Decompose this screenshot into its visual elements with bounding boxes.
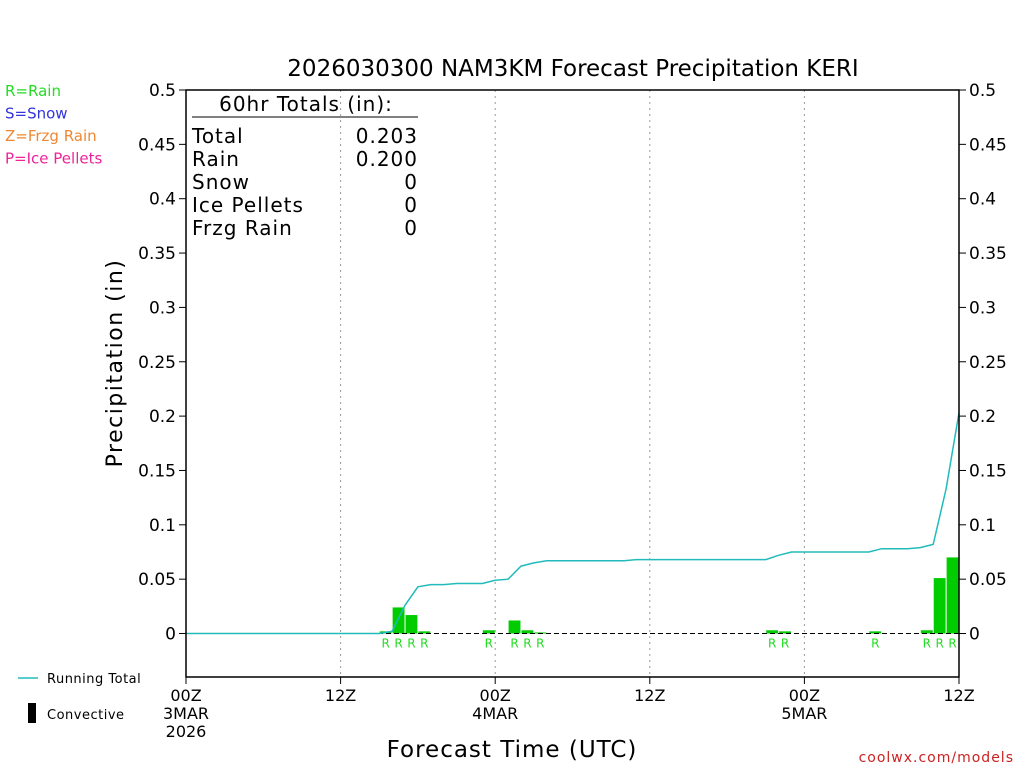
plot-frame bbox=[185, 89, 960, 678]
x-tick-label: 00Z bbox=[789, 686, 820, 705]
precip-bar bbox=[766, 630, 779, 634]
precip-type-letter: R bbox=[420, 637, 428, 651]
y-tick-label: 0.5 bbox=[149, 81, 176, 101]
precip-bar bbox=[869, 631, 882, 634]
precip-type-letter: R bbox=[407, 637, 415, 651]
totals-row-label: Snow bbox=[192, 170, 250, 194]
precip-bar bbox=[418, 631, 431, 634]
y-tick-label: 0.25 bbox=[138, 353, 176, 373]
y-tick-label: 0.05 bbox=[969, 570, 1007, 590]
precip-type-letter: R bbox=[510, 637, 518, 651]
precip-type-letter: R bbox=[536, 637, 544, 651]
precip-bar bbox=[779, 631, 792, 634]
y-tick-label: 0.45 bbox=[969, 135, 1007, 155]
precip-type-letter: R bbox=[871, 637, 879, 651]
precip-type-letter: R bbox=[781, 637, 789, 651]
y-tick-label: 0 bbox=[969, 625, 980, 645]
y-tick-label: 0.4 bbox=[149, 190, 176, 210]
vertical-gridlines bbox=[340, 90, 805, 677]
y-tick-label: 0.15 bbox=[138, 461, 176, 481]
convective-legend-swatch bbox=[28, 703, 36, 723]
y-tick-label: 0.45 bbox=[138, 135, 176, 155]
precip-bar bbox=[933, 578, 946, 634]
x-tick-label: 12Z bbox=[943, 686, 974, 705]
totals-box: 60hr Totals (in): Total 0.203 Rain 0.200 Sno… bbox=[191, 92, 418, 240]
precip-type-legend-entry: R=Rain bbox=[5, 82, 61, 100]
precip-type-legend: R=Rain S=Snow Z=Frzg Rain P=Ice Pellets bbox=[5, 82, 102, 168]
precip-bar bbox=[920, 630, 933, 634]
totals-row-value: 0 bbox=[404, 216, 418, 240]
y-tick-label: 0 bbox=[165, 625, 176, 645]
precip-type-legend-entry: P=Ice Pellets bbox=[5, 150, 102, 168]
totals-row-value: 0.203 bbox=[356, 124, 418, 148]
y-tick-label: 0.2 bbox=[149, 407, 176, 427]
y-tick-label: 0.1 bbox=[969, 516, 996, 536]
x-tick-label: 3MAR bbox=[163, 704, 209, 723]
totals-row-value: 0.200 bbox=[356, 147, 418, 171]
precip-type-legend-entry: Z=Frzg Rain bbox=[5, 127, 97, 145]
series-legend-label: Running Total bbox=[47, 672, 141, 687]
y-tick-label: 0.5 bbox=[969, 81, 996, 101]
precip-bar bbox=[534, 632, 547, 634]
precip-bar bbox=[392, 607, 405, 634]
x-tick-label: 5MAR bbox=[781, 704, 827, 723]
y-tick-label: 0.15 bbox=[969, 461, 1007, 481]
credit-link[interactable]: coolwx.com/models bbox=[859, 750, 1014, 766]
y-tick-label: 0.25 bbox=[969, 353, 1007, 373]
precip-type-letter: R bbox=[936, 637, 944, 651]
totals-row-label: Rain bbox=[192, 147, 240, 171]
precip-bar bbox=[946, 557, 959, 634]
precip-type-letter: R bbox=[382, 637, 390, 651]
x-axis-label: Forecast Time (UTC) bbox=[387, 737, 638, 763]
precip-bar bbox=[405, 615, 418, 634]
precip-type-legend-entry: S=Snow bbox=[5, 105, 68, 123]
series-legend-label: Convective bbox=[47, 708, 125, 723]
totals-header: 60hr Totals (in): bbox=[219, 92, 393, 116]
precip-type-letter: R bbox=[485, 637, 493, 651]
y-tick-label: 0.2 bbox=[969, 407, 996, 427]
y-tick-label: 0.3 bbox=[969, 298, 996, 318]
precip-bar bbox=[508, 620, 521, 634]
precip-type-letter: R bbox=[394, 637, 402, 651]
y-tick-label: 0.4 bbox=[969, 190, 996, 210]
precip-bar bbox=[521, 630, 534, 634]
series-legend: Running Total Convective bbox=[18, 672, 141, 723]
precip-type-letter: R bbox=[523, 637, 531, 651]
y-tick-label: 0.35 bbox=[138, 244, 176, 264]
precip-type-letter: R bbox=[948, 637, 956, 651]
y-tick-label: 0.05 bbox=[138, 570, 176, 590]
totals-row-value: 0 bbox=[404, 170, 418, 194]
y-axis-right: 0 0.05 0.1 0.15 0.2 0.25 0.3 0.35 0.4 0.45 0.5 bbox=[959, 81, 1007, 645]
x-tick-label: 12Z bbox=[634, 686, 665, 705]
totals-row-value: 0 bbox=[404, 193, 418, 217]
x-tick-label: 2026 bbox=[166, 722, 207, 741]
y-tick-label: 0.35 bbox=[969, 244, 1007, 264]
y-tick-label: 0.3 bbox=[149, 298, 176, 318]
x-tick-label: 4MAR bbox=[472, 704, 518, 723]
precip-bars bbox=[379, 557, 959, 634]
y-tick-label: 0.1 bbox=[149, 516, 176, 536]
x-tick-label: 00Z bbox=[170, 686, 201, 705]
running-total-line bbox=[186, 412, 960, 635]
x-tick-label: 12Z bbox=[325, 686, 356, 705]
chart-title: 2026030300 NAM3KM Forecast Precipitation… bbox=[287, 56, 858, 82]
precip-type-letter: R bbox=[923, 637, 931, 651]
totals-row-label: Total bbox=[191, 124, 244, 148]
totals-row-label: Frzg Rain bbox=[192, 216, 293, 240]
y-axis-label: Precipitation (in) bbox=[103, 259, 128, 468]
precip-bar bbox=[482, 630, 495, 634]
x-tick-label: 00Z bbox=[480, 686, 511, 705]
precip-type-letter: R bbox=[768, 637, 776, 651]
totals-row-label: Ice Pellets bbox=[192, 193, 304, 217]
y-axis-left: 0 0.05 0.1 0.15 0.2 0.25 0.3 0.35 0.4 0.45 0.5 bbox=[138, 81, 186, 645]
